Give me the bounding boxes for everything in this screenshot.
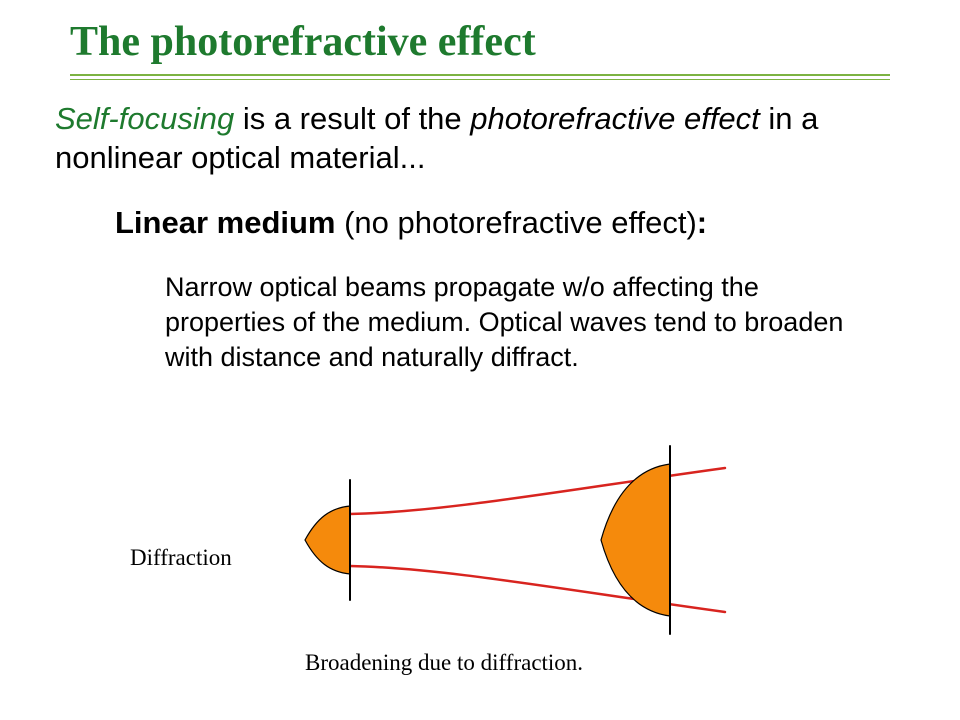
slide: The photorefractive effect Self-focusing… bbox=[0, 0, 960, 720]
body-text: Narrow optical beams propagate w/o affec… bbox=[165, 270, 875, 375]
diagram-caption: Broadening due to diffraction. bbox=[305, 650, 583, 676]
intro-seg-2: is a result of the bbox=[234, 101, 470, 136]
subheading-bold-1: Linear medium bbox=[115, 205, 344, 240]
intro-seg-self-focusing: Self-focusing bbox=[55, 101, 234, 136]
subheading-bold-2: : bbox=[697, 205, 707, 240]
diffraction-label: Diffraction bbox=[130, 545, 232, 571]
title-underline bbox=[70, 74, 890, 80]
slide-title: The photorefractive effect bbox=[70, 18, 536, 66]
underline-thick bbox=[70, 74, 890, 76]
underline-thin bbox=[70, 79, 890, 80]
diagram-svg bbox=[295, 440, 735, 640]
intro-seg-photorefractive: photorefractive effect bbox=[470, 101, 760, 136]
intro-text: Self-focusing is a result of the photore… bbox=[55, 100, 875, 178]
diffraction-diagram: Diffraction Broadening due to diffractio… bbox=[130, 420, 830, 670]
subheading-plain: (no photorefractive effect) bbox=[344, 205, 697, 240]
subheading: Linear medium (no photorefractive effect… bbox=[115, 205, 875, 241]
